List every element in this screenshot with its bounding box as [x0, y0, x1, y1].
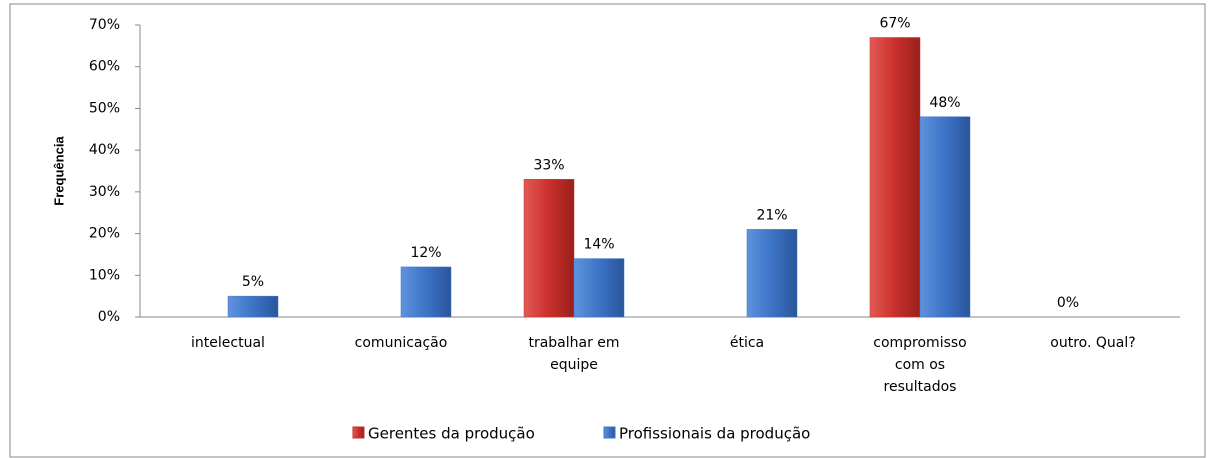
x-tick-label: trabalhar em equipe — [528, 335, 619, 373]
bar — [869, 37, 921, 318]
data-label: 12% — [410, 245, 441, 261]
bar — [919, 116, 971, 318]
y-tick-label: 10% — [89, 267, 120, 283]
data-label: 33% — [533, 157, 564, 173]
y-tick-label: 40% — [89, 142, 120, 158]
y-tick-label: 60% — [89, 59, 120, 75]
data-label: 0% — [1057, 295, 1079, 311]
y-tick-label: 50% — [89, 100, 120, 116]
bar — [400, 266, 452, 318]
legend-label: Profissionais da produção — [619, 425, 810, 443]
data-label: 48% — [929, 95, 960, 111]
chart-frame — [9, 3, 1206, 458]
data-label: 14% — [583, 237, 614, 253]
data-label: 21% — [756, 207, 787, 223]
legend-label: Gerentes da produção — [368, 425, 535, 443]
data-label: 5% — [242, 274, 264, 290]
bar — [523, 179, 575, 318]
y-tick-label: 30% — [89, 184, 120, 200]
y-tick-label: 20% — [89, 226, 120, 242]
y-tick-label: 0% — [98, 309, 120, 325]
x-tick-label: comunicação — [355, 335, 448, 351]
x-tick-label: compromisso com os resultados — [873, 335, 966, 395]
legend-swatch — [603, 426, 616, 439]
x-tick-label: outro. Qual? — [1050, 335, 1135, 351]
x-tick-label: intelectual — [191, 335, 265, 351]
y-axis-label: Frequência — [51, 136, 66, 206]
legend-swatch — [352, 426, 365, 439]
bar — [746, 229, 798, 318]
y-tick-label: 70% — [89, 17, 120, 33]
bar — [227, 295, 279, 318]
bar — [573, 258, 625, 318]
x-tick-label: ética — [730, 335, 764, 351]
data-label: 67% — [879, 16, 910, 32]
